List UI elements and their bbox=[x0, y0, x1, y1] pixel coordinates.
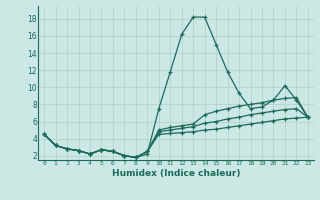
X-axis label: Humidex (Indice chaleur): Humidex (Indice chaleur) bbox=[112, 169, 240, 178]
